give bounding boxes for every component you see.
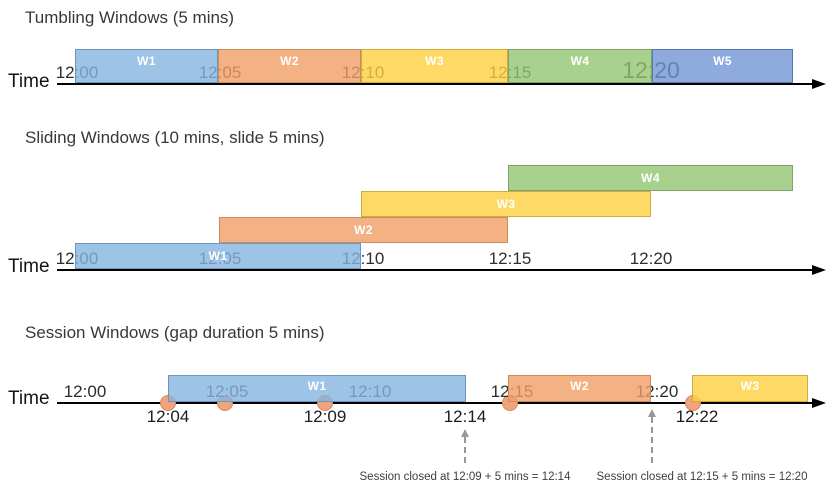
tumbling-window-w2: W2 xyxy=(218,49,361,83)
tick-label: 12:00 xyxy=(63,382,107,402)
tumbling-axis-arrow-icon xyxy=(812,79,826,89)
session-close-arrow-icon xyxy=(461,429,469,463)
session-window-w3: W3 xyxy=(692,375,808,402)
tick-label: 12:15 xyxy=(488,249,532,269)
window-label: W3 xyxy=(496,197,516,211)
session-close-arrow-icon xyxy=(648,409,656,463)
window-label: W1 xyxy=(208,249,228,263)
window-label: W2 xyxy=(354,223,373,237)
sliding-window-w4: W4 xyxy=(508,165,793,191)
event-time-label: 12:09 xyxy=(303,407,347,426)
window-label: W3 xyxy=(425,54,444,68)
tumbling-window-w4: W4 xyxy=(508,49,652,83)
session-time-axis-label: Time xyxy=(8,388,50,409)
window-label: W1 xyxy=(307,379,327,393)
event-time-label: 12:22 xyxy=(675,407,719,426)
tumbling-axis-line xyxy=(57,83,812,85)
session-axis-line xyxy=(57,402,812,404)
window-label: W4 xyxy=(570,54,590,68)
tumbling-window-w5: W5 xyxy=(652,49,793,83)
arrowhead-up-icon xyxy=(648,409,656,417)
sliding-axis-line xyxy=(57,269,812,271)
window-label: W3 xyxy=(740,379,760,393)
window-label: W5 xyxy=(713,54,732,68)
session-section-title: Session Windows (gap duration 5 mins) xyxy=(25,323,325,342)
session-axis-arrow-icon xyxy=(812,398,826,408)
event-time-label: 12:04 xyxy=(146,407,190,426)
tick-label: 12:20 xyxy=(629,249,673,269)
sliding-time-axis-label: Time xyxy=(8,256,50,277)
sliding-section-title: Sliding Windows (10 mins, slide 5 mins) xyxy=(25,128,325,147)
session-close-annotation: Session closed at 12:09 + 5 mins = 12:14 xyxy=(359,471,571,483)
sliding-window-w1: W1 xyxy=(75,243,361,269)
sliding-window-w3: W3 xyxy=(361,191,651,217)
window-label: W2 xyxy=(570,379,589,393)
session-close-time-label: 12:14 xyxy=(443,407,487,426)
session-window-w1: W1 xyxy=(168,375,466,402)
sliding-window-w2: W2 xyxy=(219,217,508,243)
window-label: W4 xyxy=(641,171,660,185)
window-label: W2 xyxy=(280,54,299,68)
tumbling-section-title: Tumbling Windows (5 mins) xyxy=(25,8,235,27)
window-label: W1 xyxy=(137,54,156,68)
tumbling-window-w1: W1 xyxy=(75,49,218,83)
session-window-w2: W2 xyxy=(508,375,651,402)
tumbling-time-axis-label: Time xyxy=(8,71,50,92)
arrowhead-up-icon xyxy=(461,429,469,437)
sliding-axis-arrow-icon xyxy=(812,265,826,275)
tumbling-window-w3: W3 xyxy=(361,49,508,83)
session-close-annotation: Session closed at 12:15 + 5 mins = 12:20 xyxy=(596,471,808,483)
